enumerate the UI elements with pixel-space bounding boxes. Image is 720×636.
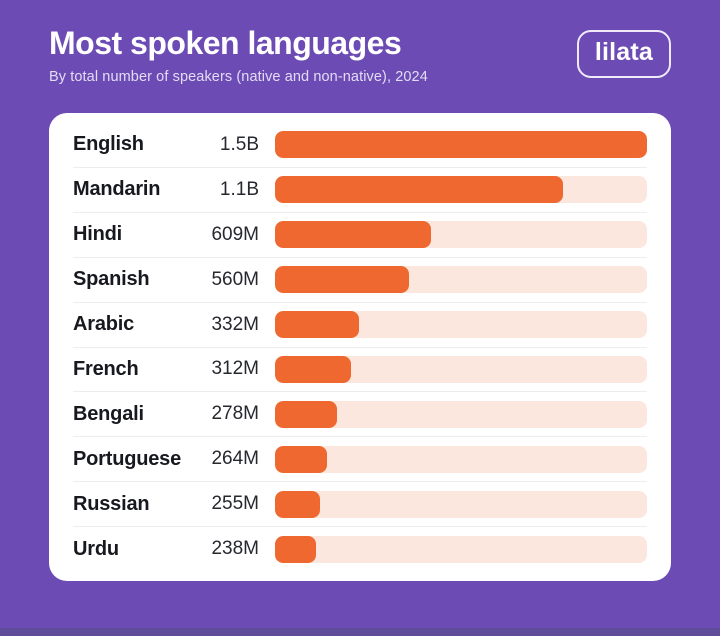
page-subtitle: By total number of speakers (native and … [49, 68, 428, 85]
language-label: Spanish [73, 268, 150, 291]
value-label: 312M [211, 358, 259, 380]
page-title: Most spoken languages [49, 25, 402, 61]
language-label: Urdu [73, 537, 119, 560]
bar-fill [275, 400, 338, 428]
bar-track [275, 221, 647, 249]
chart-row: Arabic 332M [73, 301, 647, 347]
chart-row: Hindi 609M [73, 211, 647, 257]
bar-track [275, 490, 647, 518]
chart-row: Bengali 278M [73, 391, 647, 436]
bar-track [275, 266, 647, 294]
bar-fill [275, 266, 409, 294]
bar-track [275, 535, 647, 563]
language-label: Hindi [73, 223, 122, 246]
chart-row: Spanish 560M [73, 256, 647, 302]
bar-fill [275, 221, 432, 249]
chart-row: Russian 255M [73, 481, 647, 526]
bar-fill [275, 131, 647, 159]
chart-row: Urdu 238M [73, 526, 647, 571]
value-label: 238M [211, 538, 259, 560]
bar-track [275, 176, 647, 204]
page-header: Most spoken languages By total number of… [0, 0, 720, 113]
chart-row: Portuguese 264M [73, 436, 647, 481]
bottom-edge-shade [0, 628, 720, 636]
bar-track [275, 355, 647, 383]
bar-track [275, 445, 647, 473]
chart-row: French 312M [73, 346, 647, 392]
language-label: Russian [73, 492, 150, 515]
language-label: Bengali [73, 402, 144, 425]
value-label: 255M [211, 493, 259, 515]
header-text-block: Most spoken languages By total number of… [49, 25, 428, 85]
value-label: 1.5B [219, 133, 259, 155]
bar-track [275, 131, 647, 159]
value-label: 332M [211, 313, 259, 335]
bar-fill [275, 311, 360, 339]
value-label: 278M [211, 403, 259, 425]
value-label: 1.1B [219, 178, 259, 200]
bar-track [275, 311, 647, 339]
value-label: 560M [211, 268, 259, 290]
language-label: English [73, 133, 144, 156]
language-label: French [73, 357, 139, 380]
bar-fill [275, 176, 564, 204]
bar-fill [275, 535, 316, 563]
value-label: 264M [211, 448, 259, 470]
language-label: Arabic [73, 313, 135, 336]
bar-fill [275, 355, 352, 383]
bar-fill [275, 445, 328, 473]
value-label: 609M [211, 223, 259, 245]
lilata-logo-badge: lilata [576, 30, 671, 78]
bar-fill [275, 490, 321, 518]
chart-row: English 1.5B [73, 123, 647, 167]
bar-track [275, 400, 647, 428]
chart-card: English 1.5B Mandarin 1.1B Hindi 609M Sp… [49, 113, 671, 581]
chart-row: Mandarin 1.1B [73, 166, 647, 212]
language-label: Mandarin [73, 178, 161, 201]
lilata-logo-text: lilata [594, 38, 653, 66]
language-label: Portuguese [73, 447, 182, 470]
chart-rows: English 1.5B Mandarin 1.1B Hindi 609M Sp… [73, 123, 647, 571]
